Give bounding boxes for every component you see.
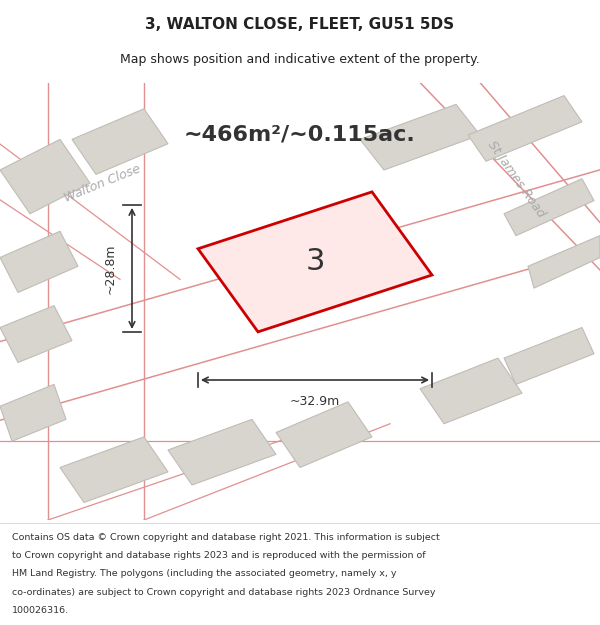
Text: St James Road: St James Road [485,138,547,219]
Polygon shape [0,306,72,362]
Text: ~32.9m: ~32.9m [290,396,340,408]
Polygon shape [72,109,168,174]
Polygon shape [168,419,276,485]
Text: ~466m²/~0.115ac.: ~466m²/~0.115ac. [184,125,416,145]
Polygon shape [0,231,78,292]
Polygon shape [528,236,600,288]
Polygon shape [276,402,372,468]
Text: Walton Close: Walton Close [62,162,142,204]
Text: 3, WALTON CLOSE, FLEET, GU51 5DS: 3, WALTON CLOSE, FLEET, GU51 5DS [145,18,455,32]
Text: Contains OS data © Crown copyright and database right 2021. This information is : Contains OS data © Crown copyright and d… [12,532,440,542]
Polygon shape [420,358,522,424]
Text: HM Land Registry. The polygons (including the associated geometry, namely x, y: HM Land Registry. The polygons (includin… [12,569,397,578]
Polygon shape [0,139,90,214]
Text: co-ordinates) are subject to Crown copyright and database rights 2023 Ordnance S: co-ordinates) are subject to Crown copyr… [12,588,436,597]
Text: Walton Close: Walton Close [284,201,364,244]
Text: 3: 3 [305,248,325,276]
Polygon shape [0,384,66,441]
Polygon shape [504,328,594,384]
Text: 100026316.: 100026316. [12,606,69,615]
Polygon shape [504,179,594,236]
Text: ~28.8m: ~28.8m [104,243,117,294]
Polygon shape [360,104,480,170]
Text: Map shows position and indicative extent of the property.: Map shows position and indicative extent… [120,53,480,66]
Polygon shape [60,437,168,503]
Polygon shape [198,192,432,332]
Polygon shape [468,96,582,161]
Text: to Crown copyright and database rights 2023 and is reproduced with the permissio: to Crown copyright and database rights 2… [12,551,425,560]
